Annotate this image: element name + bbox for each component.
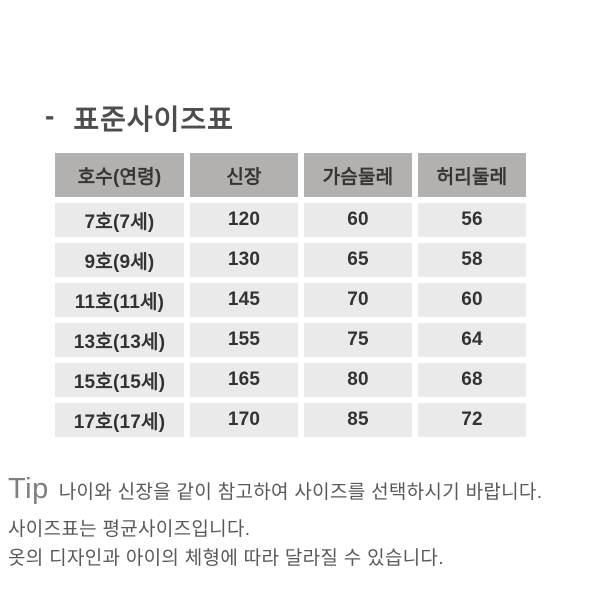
title-dash: - [45, 100, 56, 131]
size-row-3-value-3: 64 [418, 323, 526, 357]
size-table-header-2: 가슴둘레 [304, 153, 412, 197]
size-row-3-value-2: 75 [304, 323, 412, 357]
size-row-1-value-1: 130 [190, 243, 298, 277]
size-row-0-label: 7호(7세) [55, 203, 184, 237]
size-row-5-value-2: 85 [304, 403, 412, 437]
size-row-4-label: 15호(15세) [55, 363, 184, 397]
size-row-3-label: 13호(13세) [55, 323, 184, 357]
tip-text-3: 옷의 디자인과 아이의 체형에 따라 달라질 수 있습니다. [8, 548, 444, 569]
size-row-5-label: 17호(17세) [55, 403, 184, 437]
size-row-1-value-2: 65 [304, 243, 412, 277]
size-row-5-value-1: 170 [190, 403, 298, 437]
tip-section: Tip 나이와 신장을 같이 참고하여 사이즈를 선택하시기 바랍니다. 사이즈… [8, 474, 596, 573]
size-row-0-value-3: 56 [418, 203, 526, 237]
size-row-3-value-1: 155 [190, 323, 298, 357]
standard-size-table: 호수(연령) 신장 가슴둘레 허리둘레 7호(7세) 120 60 56 9호(9세) 130 65… [55, 153, 526, 437]
size-row-4-value-3: 68 [418, 363, 526, 397]
size-row-2-value-3: 60 [418, 283, 526, 317]
page-title: - 표준사이즈표 [45, 98, 234, 138]
size-table-header-0: 호수(연령) [55, 153, 184, 197]
tip-text-2: 사이즈표는 평균사이즈입니다. [8, 519, 251, 540]
size-row-1-value-3: 58 [418, 243, 526, 277]
size-row-0-value-2: 60 [304, 203, 412, 237]
size-row-1-label: 9호(9세) [55, 243, 184, 277]
size-row-4-value-2: 80 [304, 363, 412, 397]
size-row-2-value-2: 70 [304, 283, 412, 317]
size-row-0-value-1: 120 [190, 203, 298, 237]
tip-line-1: Tip 나이와 신장을 같이 참고하여 사이즈를 선택하시기 바랍니다. [8, 474, 596, 508]
page-title-text: 표준사이즈표 [73, 104, 234, 135]
size-row-2-label: 11호(11세) [55, 283, 184, 317]
size-row-2-value-1: 145 [190, 283, 298, 317]
size-row-4-value-1: 165 [190, 363, 298, 397]
size-row-5-value-3: 72 [418, 403, 526, 437]
tip-label: Tip [8, 473, 49, 505]
tip-text-1: 나이와 신장을 같이 참고하여 사이즈를 선택하시기 바랍니다. [58, 482, 543, 503]
size-table-header-1: 신장 [190, 153, 298, 197]
size-table-header-3: 허리둘레 [418, 153, 526, 197]
